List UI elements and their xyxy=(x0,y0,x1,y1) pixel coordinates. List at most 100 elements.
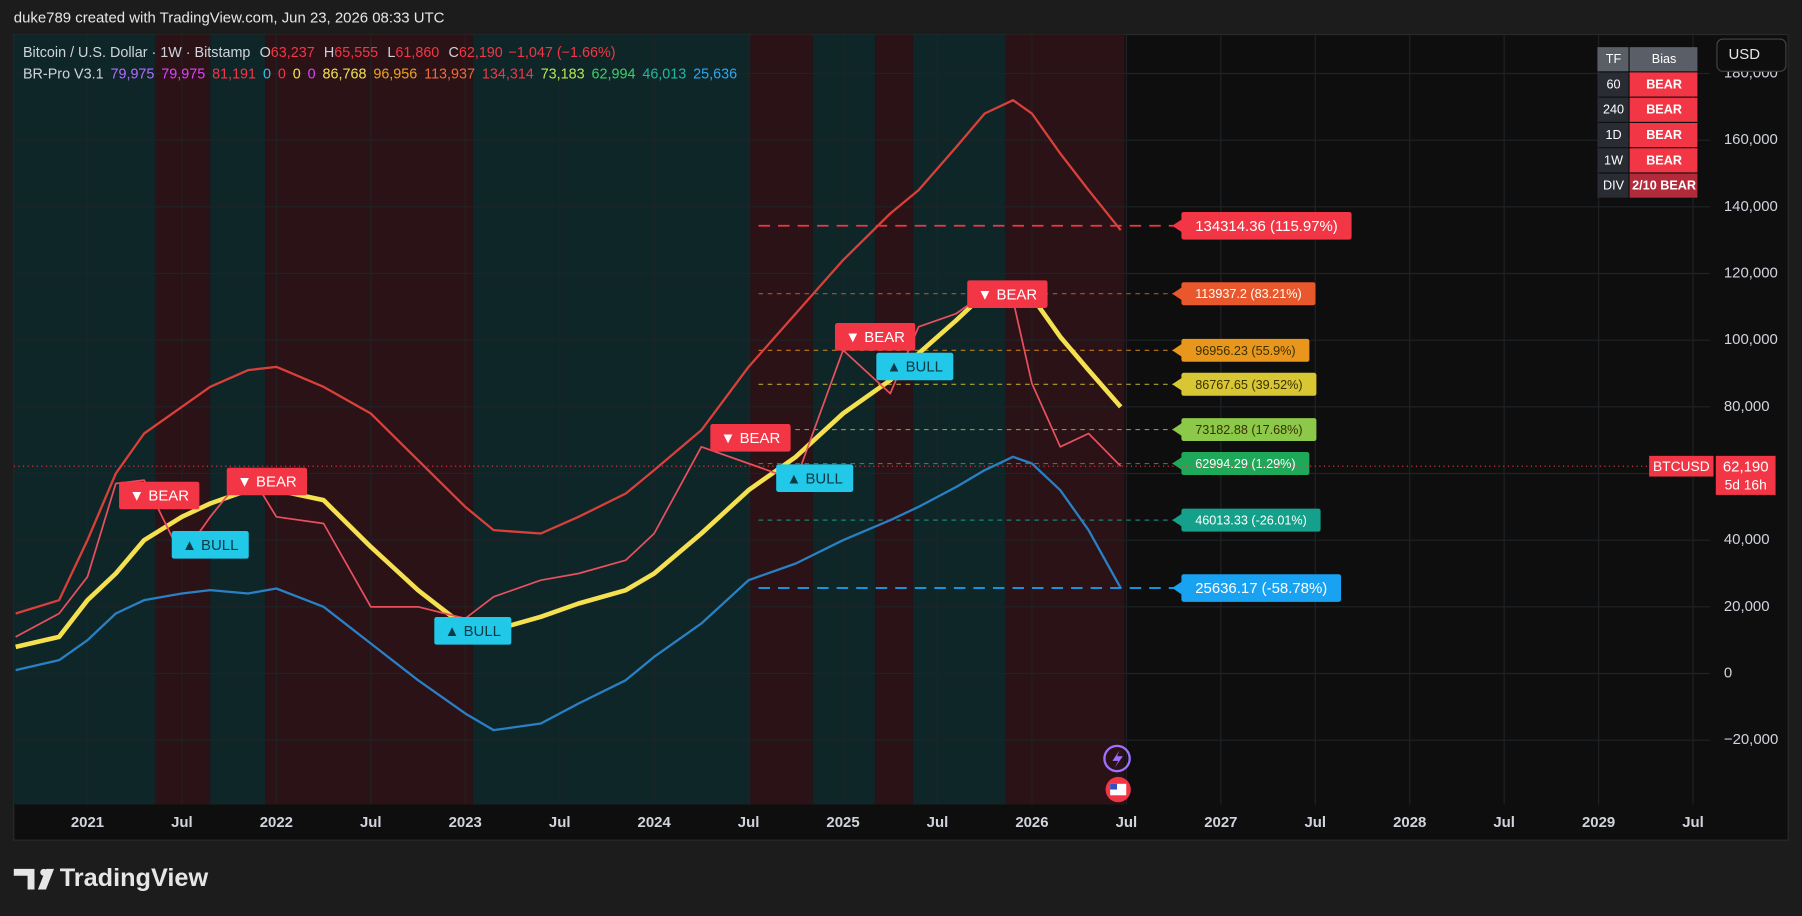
level-label: 96956.23 (55.9%) xyxy=(1195,344,1295,358)
level-label: 113937.2 (83.21%) xyxy=(1195,287,1301,301)
x-tick-label: Jul xyxy=(549,814,571,831)
level-label-pointer xyxy=(1172,456,1183,471)
table-cell-text: BEAR xyxy=(1646,103,1682,117)
indicator-value: 0 xyxy=(263,67,271,83)
table-cell xyxy=(1629,173,1698,198)
x-tick-label: Jul xyxy=(927,814,949,831)
signal-label: ▼ BEAR xyxy=(721,430,781,447)
signal-box xyxy=(119,481,200,510)
symbol-tag-label: BTCUSD xyxy=(1653,459,1710,474)
y-tick-label: 140,000 xyxy=(1724,198,1778,215)
ohlc-value: 63,237 xyxy=(271,45,315,61)
level-label-box xyxy=(1181,508,1321,532)
legend-line: BR-Pro V3.1 79,975 79,975 81,191 0 0 0 0 86,768 9… xyxy=(23,67,737,83)
table-header-cell xyxy=(1597,47,1629,72)
signal-box xyxy=(171,531,249,559)
table-cell xyxy=(1597,97,1629,122)
currency-label[interactable]: USD xyxy=(1728,46,1760,63)
signal-box xyxy=(834,323,916,351)
indicator-value: 25,636 xyxy=(693,67,737,83)
signal-box xyxy=(434,617,512,645)
x-tick-label: Jul xyxy=(1116,814,1138,831)
x-tick-label: Jul xyxy=(1682,814,1704,831)
y-tick-label: 20,000 xyxy=(1724,598,1770,615)
indicator-value: 134,314 xyxy=(482,67,534,83)
signal-label: ▲ BULL xyxy=(445,623,501,640)
table-cell-text: 60 xyxy=(1607,77,1621,91)
levels: 134314.36 (115.97%) 113937.2 (83.21%) 9695… xyxy=(758,211,1352,602)
table-cell xyxy=(1629,97,1698,122)
flag-icon-inner xyxy=(1110,783,1127,796)
legend-line: Bitcoin / U.S. Dollar · 1W · Bitstamp O63… xyxy=(23,45,616,61)
zone xyxy=(812,34,876,805)
table-cell xyxy=(1597,72,1629,97)
brand-name: TradingView xyxy=(60,864,209,892)
y-tick-label: 0 xyxy=(1724,664,1732,681)
indicator-value: 62,994 xyxy=(592,67,636,83)
table-cell-text: 1D xyxy=(1605,128,1621,142)
zone xyxy=(1005,34,1125,805)
signal-label: ▲ BULL xyxy=(787,470,843,487)
level-label-pointer xyxy=(1172,377,1183,392)
level-label-box xyxy=(1181,452,1310,476)
event-icon[interactable] xyxy=(1103,744,1131,773)
x-tick-label: 2023 xyxy=(449,814,482,831)
indicator-value: 73,183 xyxy=(541,67,585,83)
level-label-pointer xyxy=(1172,513,1183,528)
level-label: 134314.36 (115.97%) xyxy=(1195,218,1338,235)
legend-change: −1,047 (−1.66%) xyxy=(509,45,616,61)
indicator-value: 96,956 xyxy=(373,67,417,83)
level-label: 46013.33 (-26.01%) xyxy=(1195,514,1307,528)
zone xyxy=(750,34,813,805)
currency-button[interactable] xyxy=(1716,38,1787,72)
ohlc-key: C xyxy=(448,45,458,61)
indicator-value: 86,768 xyxy=(323,67,367,83)
indicator-name: BR-Pro V3.1 xyxy=(23,67,104,83)
y-tick-label: 40,000 xyxy=(1724,531,1770,548)
signal-label: ▼ BEAR xyxy=(845,329,905,346)
level-label-pointer xyxy=(1172,422,1183,437)
ohlc-value: 61,860 xyxy=(395,45,439,61)
table-cell xyxy=(1629,148,1698,173)
table-cell xyxy=(1629,72,1698,97)
y-tick-label: 80,000 xyxy=(1724,398,1770,415)
table-cell-text: DIV xyxy=(1603,179,1625,193)
y-tick-label: 100,000 xyxy=(1724,331,1778,348)
table-cell xyxy=(1629,122,1698,148)
x-tick-label: 2026 xyxy=(1015,814,1048,831)
table-cell-text: BEAR xyxy=(1646,153,1682,167)
table-cell xyxy=(1597,173,1629,198)
level-label-box xyxy=(1181,211,1352,240)
header-caption: duke789 created with TradingView.com, Ju… xyxy=(14,9,445,26)
x-tick-label: Jul xyxy=(1493,814,1515,831)
indicator-value: 79,975 xyxy=(110,67,154,83)
level-label-box xyxy=(1181,338,1310,362)
table-cell-text: BEAR xyxy=(1646,128,1682,142)
signal-label: ▼ BEAR xyxy=(978,286,1038,303)
series-line xyxy=(15,99,1122,615)
ohlc-key: H xyxy=(324,45,334,61)
level-label-pointer xyxy=(1172,286,1183,301)
table-cell xyxy=(1597,148,1629,173)
indicator-value: 0 xyxy=(308,67,316,83)
table-cell-text: BEAR xyxy=(1646,77,1682,91)
indicator-value: 0 xyxy=(293,67,301,83)
level-label: 73182.88 (17.68%) xyxy=(1195,423,1302,437)
legend: Bitcoin / U.S. Dollar · 1W · Bitstamp O63… xyxy=(23,45,737,83)
price-countdown: 5d 16h xyxy=(1725,477,1767,492)
indicator-value: 46,013 xyxy=(642,67,686,83)
table-cell xyxy=(1597,122,1629,148)
ohlc-key: L xyxy=(387,45,395,61)
y-tick-label: 120,000 xyxy=(1724,264,1778,281)
indicator-value: 0 xyxy=(278,67,286,83)
bias-table: TF Bias 60 BEAR 240 BEAR 1D BEAR 1W BEAR DIV 2/10 B… xyxy=(1597,47,1698,198)
level-label: 25636.17 (-58.78%) xyxy=(1195,580,1327,597)
series-line xyxy=(15,455,1122,732)
x-tick-label: 2029 xyxy=(1582,814,1615,831)
zone xyxy=(13,34,156,805)
table-cell-text: 240 xyxy=(1603,103,1624,117)
x-tick-label: 2025 xyxy=(826,814,859,831)
